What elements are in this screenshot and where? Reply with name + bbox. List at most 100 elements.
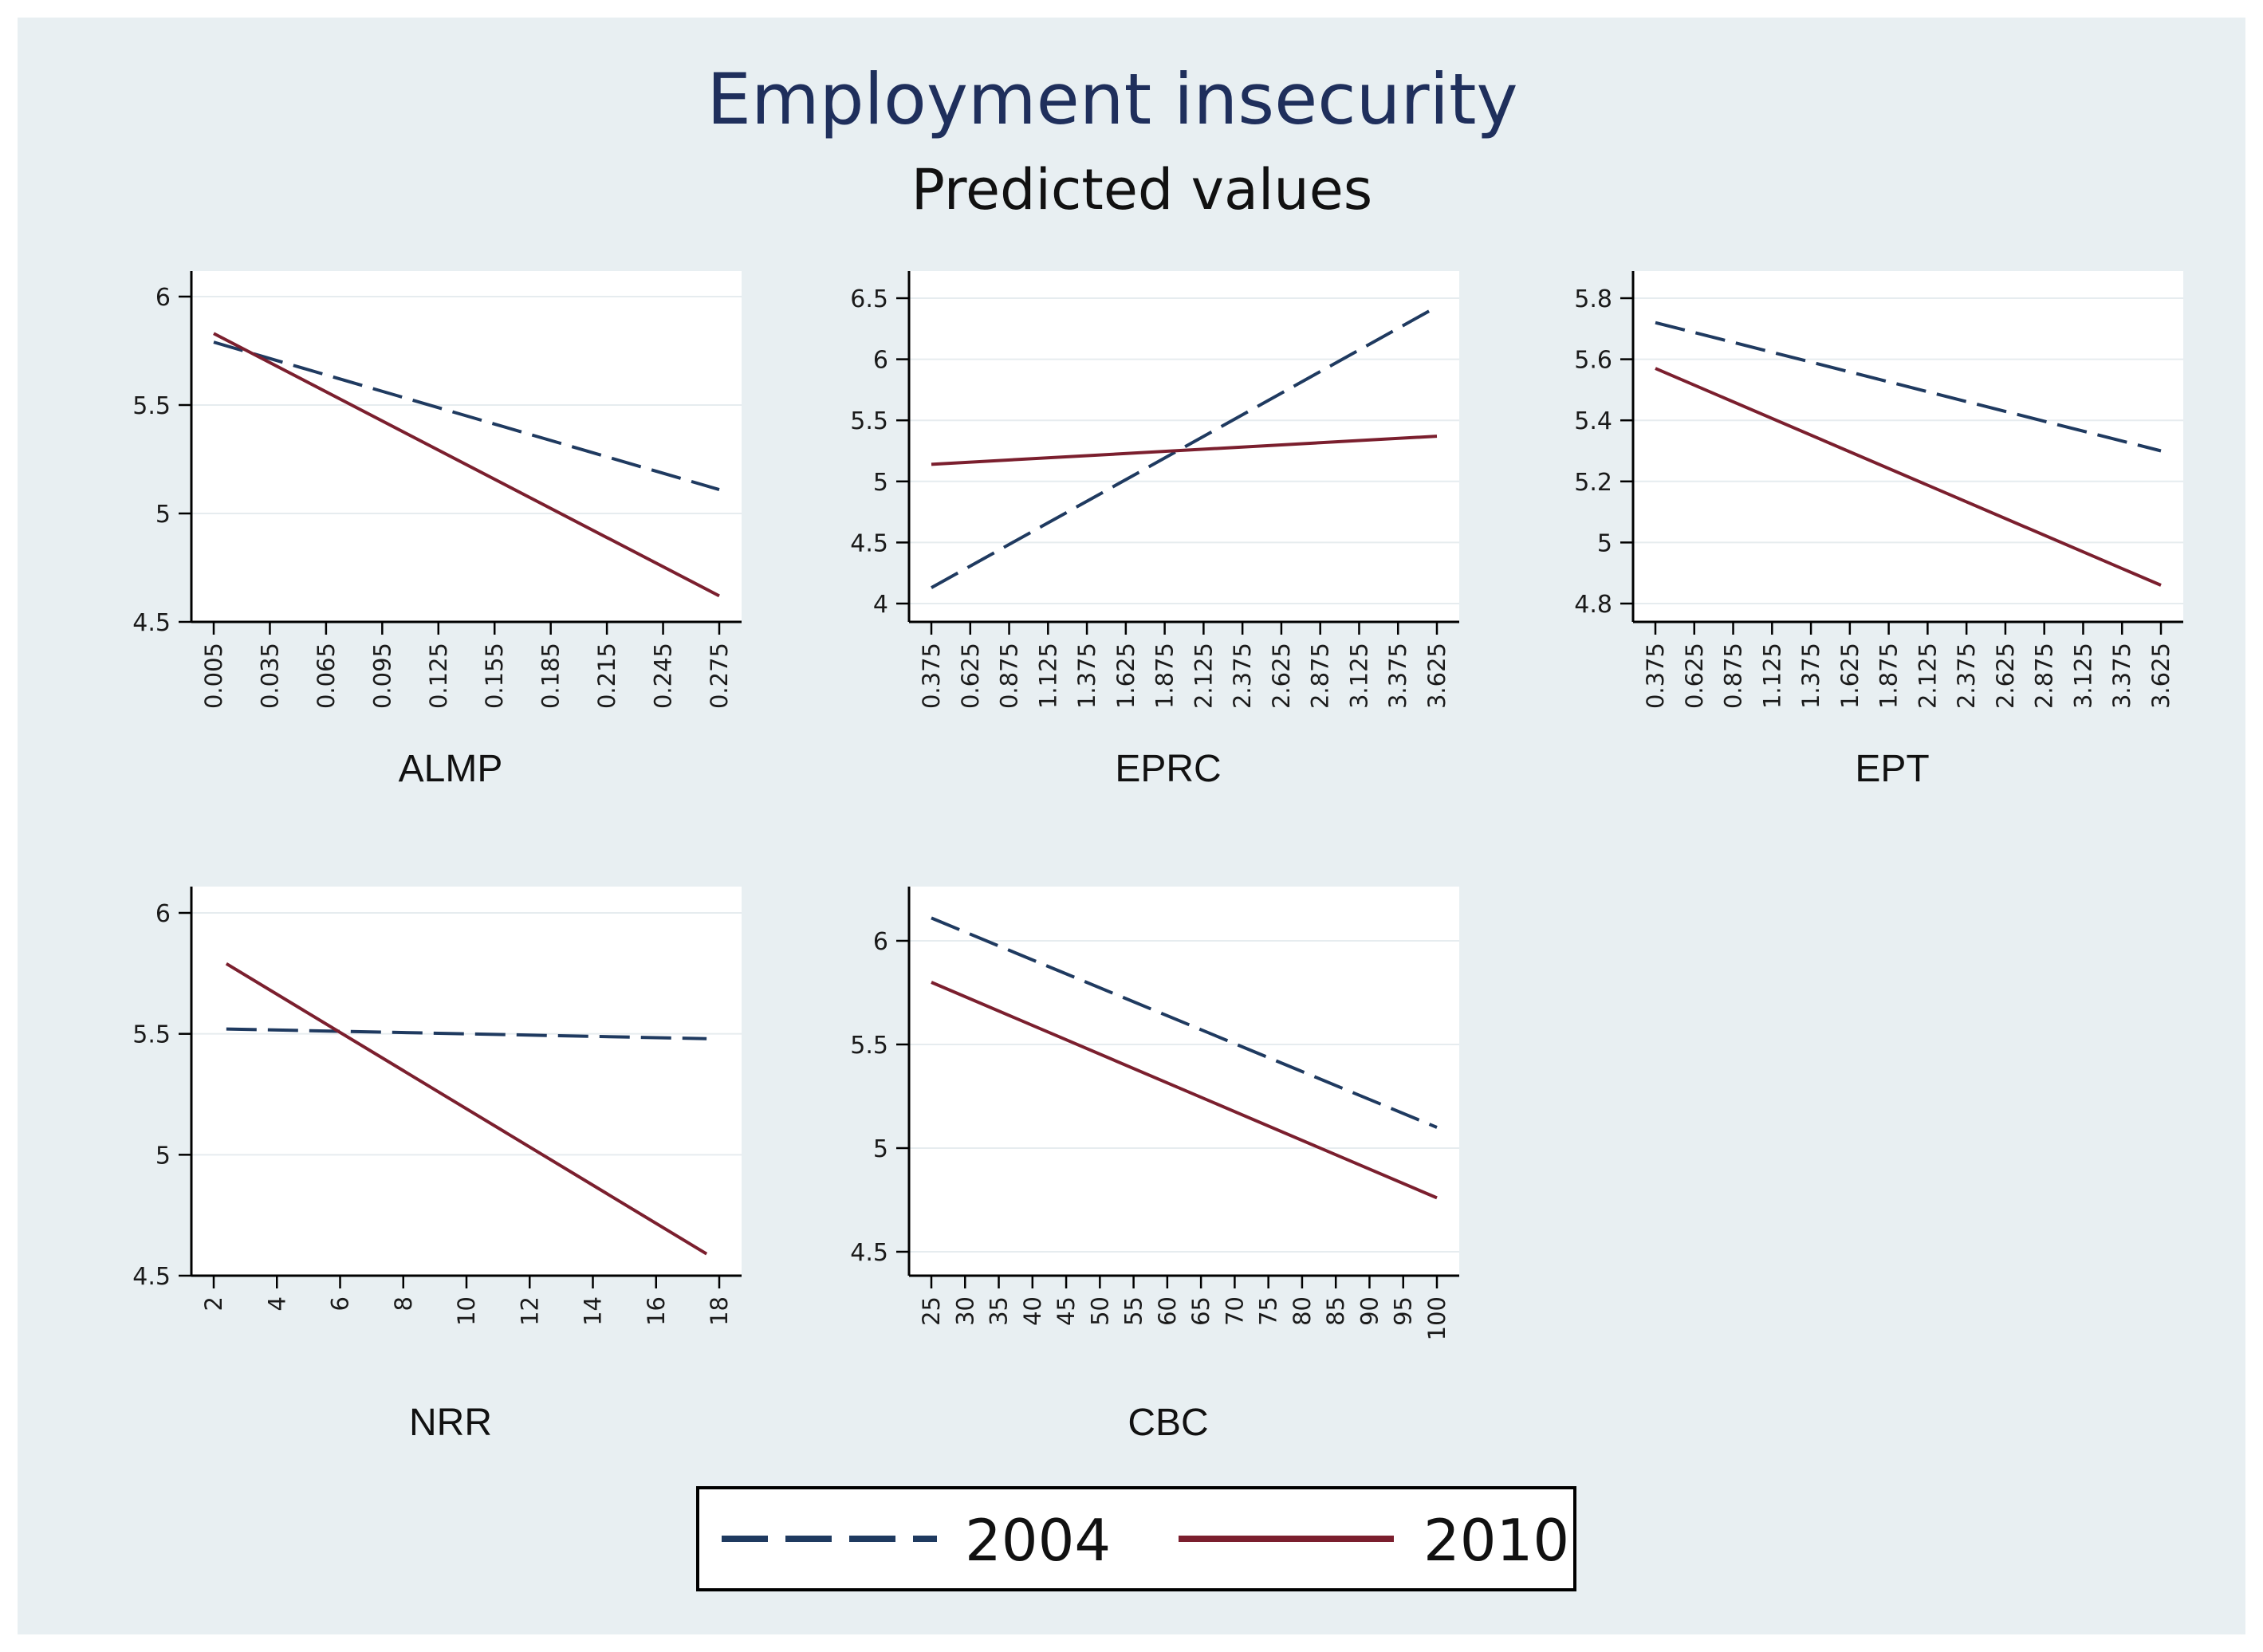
x-axis-title: EPT — [1855, 748, 1929, 790]
y-tick-label: 4.5 — [132, 609, 171, 637]
x-tick-label: 1.625 — [1836, 643, 1864, 709]
y-tick-label: 4.8 — [1574, 591, 1612, 619]
panel-nrr: 6 5.5 5 4.5 2 4 6 8 10 12 14 16 18 NRR — [132, 887, 742, 1444]
figure-background — [18, 18, 2245, 1634]
x-tick-label: 1.625 — [1112, 643, 1139, 709]
y-tick-label: 5.6 — [1574, 347, 1612, 375]
x-tick-label: 70 — [1221, 1296, 1248, 1326]
y-tick-label: 5 — [1597, 529, 1612, 557]
x-tick-label: 0.875 — [1720, 643, 1747, 709]
x-tick-label: 0.095 — [368, 643, 396, 709]
x-tick-label: 0.375 — [1642, 643, 1669, 709]
x-axis-title: EPRC — [1115, 748, 1221, 790]
y-tick-label: 6 — [873, 928, 888, 956]
x-tick-label: 85 — [1322, 1296, 1349, 1326]
plot-area — [1633, 271, 2183, 622]
legend-label-2004: 2004 — [965, 1507, 1111, 1574]
x-tick-label: 18 — [706, 1296, 733, 1326]
x-tick-label: 40 — [1019, 1296, 1046, 1326]
series-line-2004 — [1655, 321, 2162, 453]
panel-eprc: 6.5 6 5.5 5 4.5 4 0.375 0.625 0.875 1.125 1.375 1.6… — [850, 271, 1459, 790]
x-tick-label: 1.375 — [1073, 643, 1100, 709]
y-tick-label: 5.5 — [850, 407, 888, 435]
x-tick-label: 90 — [1356, 1296, 1383, 1326]
x-tick-label: 10 — [453, 1296, 480, 1326]
y-tick-label: 5.5 — [132, 392, 171, 420]
x-tick-label: 0.625 — [957, 643, 984, 709]
y-tick-label: 5.2 — [1574, 469, 1612, 497]
y-tick-label: 6 — [873, 347, 888, 375]
x-tick-label: 100 — [1423, 1296, 1450, 1340]
plot-area — [191, 271, 742, 622]
x-tick-label: 2 — [200, 1296, 227, 1311]
x-tick-label: 3.375 — [2108, 643, 2135, 709]
legend-label-2010: 2010 — [1423, 1507, 1569, 1574]
x-axis-title: ALMP — [399, 748, 503, 790]
series-line-2004 — [226, 1027, 707, 1040]
x-tick-label: 0.035 — [256, 643, 283, 709]
x-tick-label: 0.275 — [706, 643, 733, 709]
y-tick-label: 5 — [873, 469, 888, 497]
x-tick-label: 0.625 — [1681, 643, 1708, 709]
x-axis-title: NRR — [409, 1402, 492, 1444]
x-tick-label: 30 — [951, 1296, 978, 1326]
legend-box — [696, 1486, 1576, 1591]
x-tick-label: 2.125 — [1914, 643, 1941, 709]
x-tick-label: 3.625 — [2147, 643, 2174, 709]
y-tick-label: 5 — [873, 1135, 888, 1163]
x-tick-label: 1.125 — [1758, 643, 1785, 709]
x-tick-label: 35 — [986, 1296, 1013, 1326]
series-line-2010 — [225, 962, 708, 1256]
panel-ept: 5.8 5.6 5.4 5.2 5 4.8 0.375 0.625 0.875 1.125 1.37… — [1574, 271, 2183, 790]
x-tick-label: 95 — [1390, 1296, 1417, 1326]
x-tick-label: 2.375 — [1229, 643, 1256, 709]
panels-group: 6 5.5 5 4.5 0.005 0.035 0.065 0.095 0.125 0.155 0.… — [132, 271, 2183, 1444]
figure-subtitle: Predicted values — [911, 157, 1373, 222]
y-tick-label: 5 — [155, 1142, 171, 1170]
y-tick-label: 5.5 — [850, 1032, 888, 1060]
y-tick-label: 4.5 — [850, 1239, 888, 1267]
x-tick-label: 3.625 — [1423, 643, 1450, 709]
x-tick-label: 2.625 — [1992, 643, 2019, 709]
series-line-2010 — [213, 332, 720, 598]
x-tick-label: 2.375 — [1953, 643, 1980, 709]
x-tick-label: 75 — [1255, 1296, 1282, 1326]
legend: 2004 2010 — [696, 1486, 1576, 1591]
x-tick-label: 16 — [643, 1296, 670, 1326]
y-tick-label: 6 — [155, 900, 171, 928]
x-tick-label: 3.375 — [1384, 643, 1411, 709]
series-line-2004 — [931, 305, 1438, 589]
y-tick-label: 4 — [873, 591, 888, 619]
x-axis-title: CBC — [1128, 1402, 1208, 1444]
x-tick-label: 0.005 — [200, 643, 227, 709]
panel-almp: 6 5.5 5 4.5 0.005 0.035 0.065 0.095 0.125 0.155 0.… — [132, 271, 742, 790]
x-tick-label: 45 — [1053, 1296, 1080, 1326]
y-tick-label: 4.5 — [132, 1263, 171, 1291]
plot-area — [191, 887, 742, 1276]
x-tick-label: 0.125 — [425, 643, 452, 709]
plot-area — [909, 887, 1459, 1276]
x-tick-label: 2.625 — [1268, 643, 1295, 709]
x-tick-label: 80 — [1289, 1296, 1316, 1326]
series-line-2010 — [1655, 367, 2162, 587]
x-tick-label: 0.215 — [593, 643, 620, 709]
series-line-2010 — [931, 981, 1438, 1200]
x-tick-label: 2.875 — [2031, 643, 2058, 709]
x-tick-label: 4 — [263, 1296, 290, 1311]
x-tick-label: 3.125 — [1345, 643, 1372, 709]
x-tick-label: 2.875 — [1307, 643, 1334, 709]
series-line-2004 — [213, 340, 720, 491]
x-tick-label: 8 — [390, 1296, 417, 1311]
x-tick-label: 0.065 — [313, 643, 340, 709]
x-tick-label: 0.155 — [481, 643, 508, 709]
x-tick-label: 1.125 — [1034, 643, 1061, 709]
series-line-2004 — [931, 916, 1438, 1129]
figure-title: Employment insecurity — [706, 58, 1517, 140]
x-tick-label: 0.185 — [537, 643, 565, 709]
x-tick-label: 0.375 — [918, 643, 945, 709]
x-tick-label: 12 — [516, 1296, 543, 1326]
y-tick-label: 6 — [155, 284, 171, 312]
y-tick-label: 5.5 — [132, 1021, 171, 1049]
